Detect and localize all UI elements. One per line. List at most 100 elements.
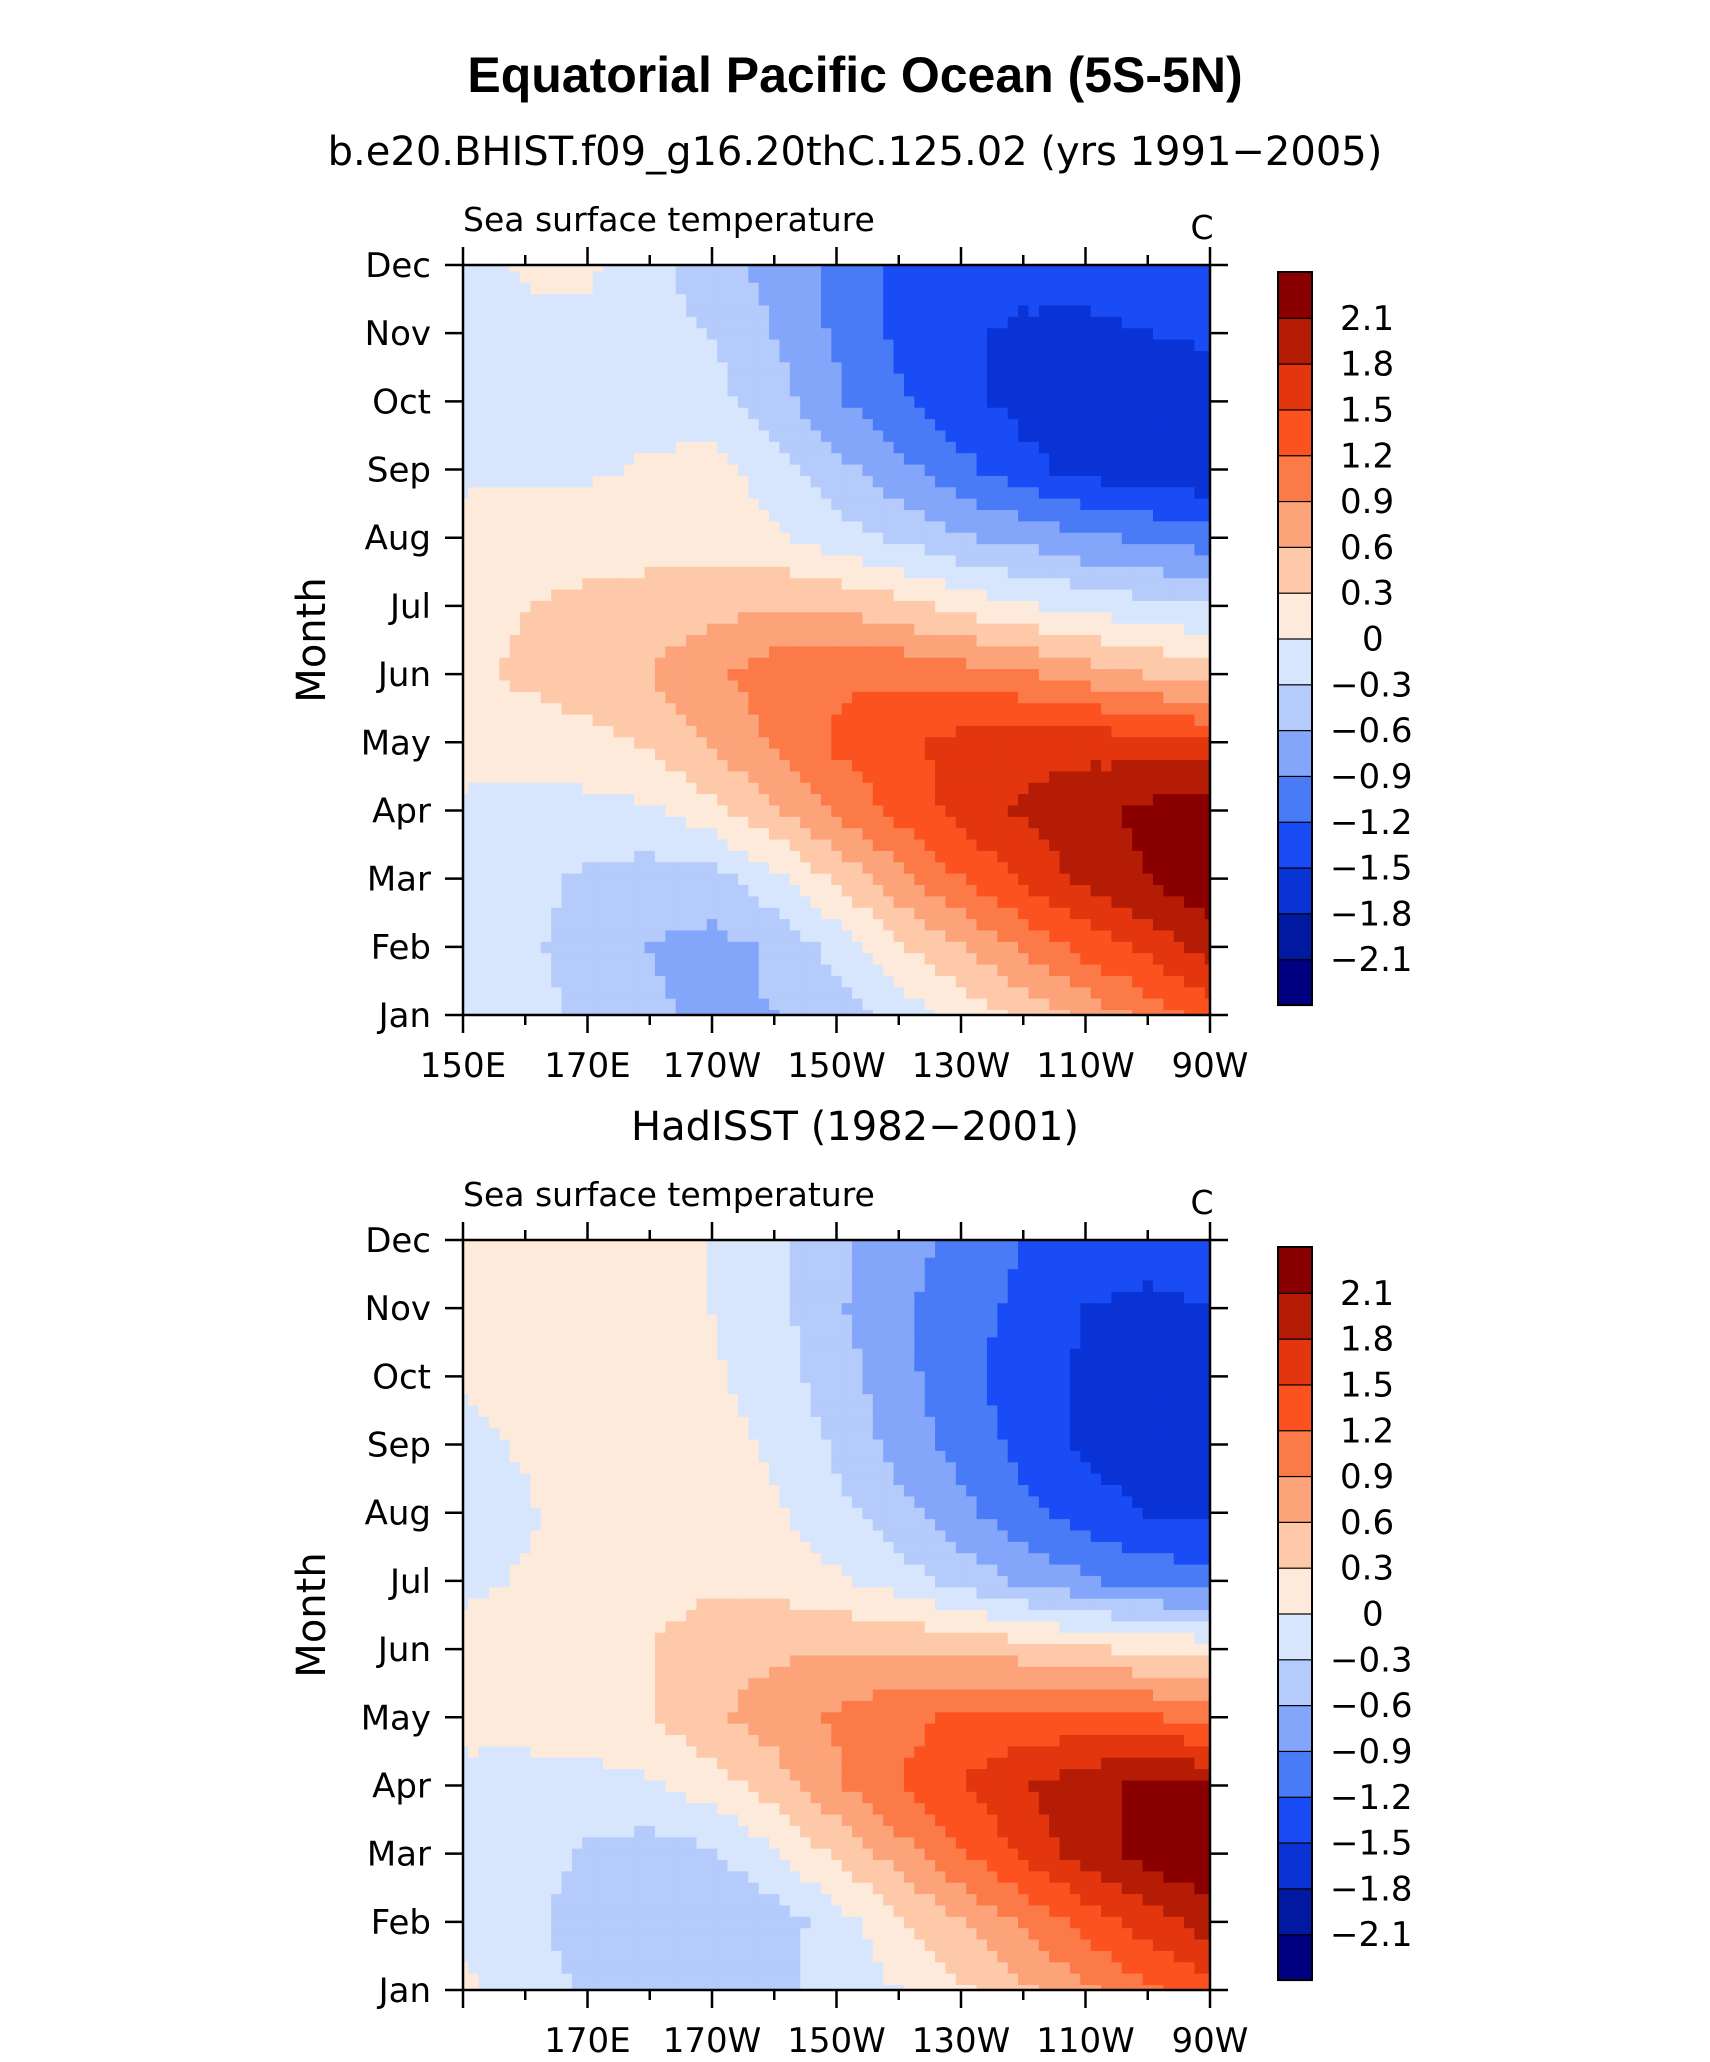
contour-cell	[976, 475, 988, 488]
contour-cell	[1173, 770, 1185, 783]
contour-cell	[966, 816, 978, 829]
contour-cell	[509, 532, 521, 545]
contour-cell	[509, 963, 521, 976]
contour-cell	[468, 486, 480, 499]
contour-cell	[1018, 600, 1030, 613]
contour-cell	[955, 679, 967, 692]
contour-cell	[706, 350, 718, 363]
contour-cell	[1028, 713, 1040, 726]
contour-cell	[665, 668, 677, 681]
contour-cell	[592, 929, 604, 942]
contour-cell	[561, 350, 573, 363]
contour-cell	[717, 634, 729, 647]
contour-cell	[551, 759, 563, 772]
contour-cell	[1152, 713, 1165, 726]
contour-cell	[1194, 827, 1206, 840]
contour-cell	[1204, 850, 1210, 863]
contour-cell	[1049, 725, 1061, 738]
contour-cell	[1101, 418, 1113, 431]
contour-cell	[789, 622, 801, 636]
contour-cell	[852, 407, 864, 420]
contour-cell	[561, 429, 573, 442]
contour-cell	[945, 452, 957, 465]
contour-cell	[997, 838, 1009, 851]
contour-cell	[872, 782, 884, 795]
contour-cell	[737, 407, 750, 420]
contour-cell	[463, 747, 469, 761]
contour-cell	[561, 872, 573, 886]
contour-cell	[945, 952, 957, 965]
contour-cell	[935, 441, 947, 454]
contour-cell	[478, 611, 490, 624]
contour-cell	[634, 1009, 646, 1015]
contour-cell	[841, 622, 853, 636]
contour-cell	[488, 316, 501, 329]
contour-cell	[463, 804, 469, 817]
contour-cell	[893, 429, 905, 442]
contour-cell	[603, 395, 615, 408]
contour-cell	[1069, 429, 1082, 442]
contour-cell	[831, 872, 843, 886]
contour-cell	[634, 782, 646, 795]
contour-cell	[852, 691, 864, 704]
contour-cell	[1173, 941, 1185, 954]
contour-cell	[613, 963, 625, 976]
contour-cell	[540, 316, 552, 329]
contour-cell	[582, 929, 594, 942]
contour-cell	[540, 679, 552, 692]
contour-cell	[520, 441, 532, 454]
contour-cell	[1007, 838, 1019, 851]
contour-cell	[561, 657, 573, 670]
contour-cell	[509, 577, 521, 590]
contour-cell	[1194, 554, 1206, 567]
contour-cell	[852, 986, 864, 999]
contour-cell	[634, 395, 646, 408]
contour-cell	[1121, 600, 1133, 613]
contour-cell	[727, 861, 739, 874]
contour-cell	[1163, 770, 1175, 783]
contour-cell	[903, 691, 916, 704]
contour-cell	[769, 770, 781, 783]
contour-cell	[1038, 554, 1050, 567]
contour-cell	[551, 918, 563, 931]
contour-cell	[1184, 486, 1196, 499]
contour-cell	[592, 282, 604, 295]
contour-cell	[686, 657, 698, 670]
contour-cell	[665, 702, 677, 715]
contour-cell	[935, 265, 947, 272]
contour-cell	[1173, 793, 1185, 806]
contour-cell	[779, 554, 791, 567]
contour-cell	[976, 429, 988, 442]
contour-cell	[1069, 361, 1082, 374]
contour-cell	[582, 657, 594, 670]
contour-cell	[561, 713, 573, 726]
contour-cell	[634, 872, 646, 886]
contour-cell	[706, 497, 718, 511]
contour-cell	[520, 725, 532, 738]
contour-cell	[831, 350, 843, 363]
contour-cell	[862, 793, 874, 806]
contour-cell	[463, 645, 469, 658]
contour-cell	[852, 838, 864, 851]
contour-cell	[613, 611, 625, 624]
contour-cell	[997, 316, 1009, 329]
contour-cell	[696, 725, 708, 738]
contour-cell	[1090, 850, 1102, 863]
contour-cell	[1069, 463, 1082, 476]
contour-cell	[1049, 827, 1061, 840]
contour-cell	[1038, 588, 1050, 601]
contour-cell	[613, 713, 625, 726]
contour-cell	[1184, 725, 1196, 738]
contour-cell	[1038, 361, 1050, 374]
contour-cell	[1090, 963, 1102, 976]
contour-cell	[935, 622, 947, 636]
contour-cell	[706, 963, 718, 976]
contour-cell	[509, 361, 521, 374]
contour-cell	[530, 929, 542, 942]
contour-cell	[1049, 702, 1061, 715]
contour-cell	[800, 622, 812, 636]
contour-cell	[914, 929, 926, 942]
contour-cell	[1204, 588, 1210, 601]
contour-cell	[686, 793, 698, 806]
contour-cell	[748, 429, 760, 442]
